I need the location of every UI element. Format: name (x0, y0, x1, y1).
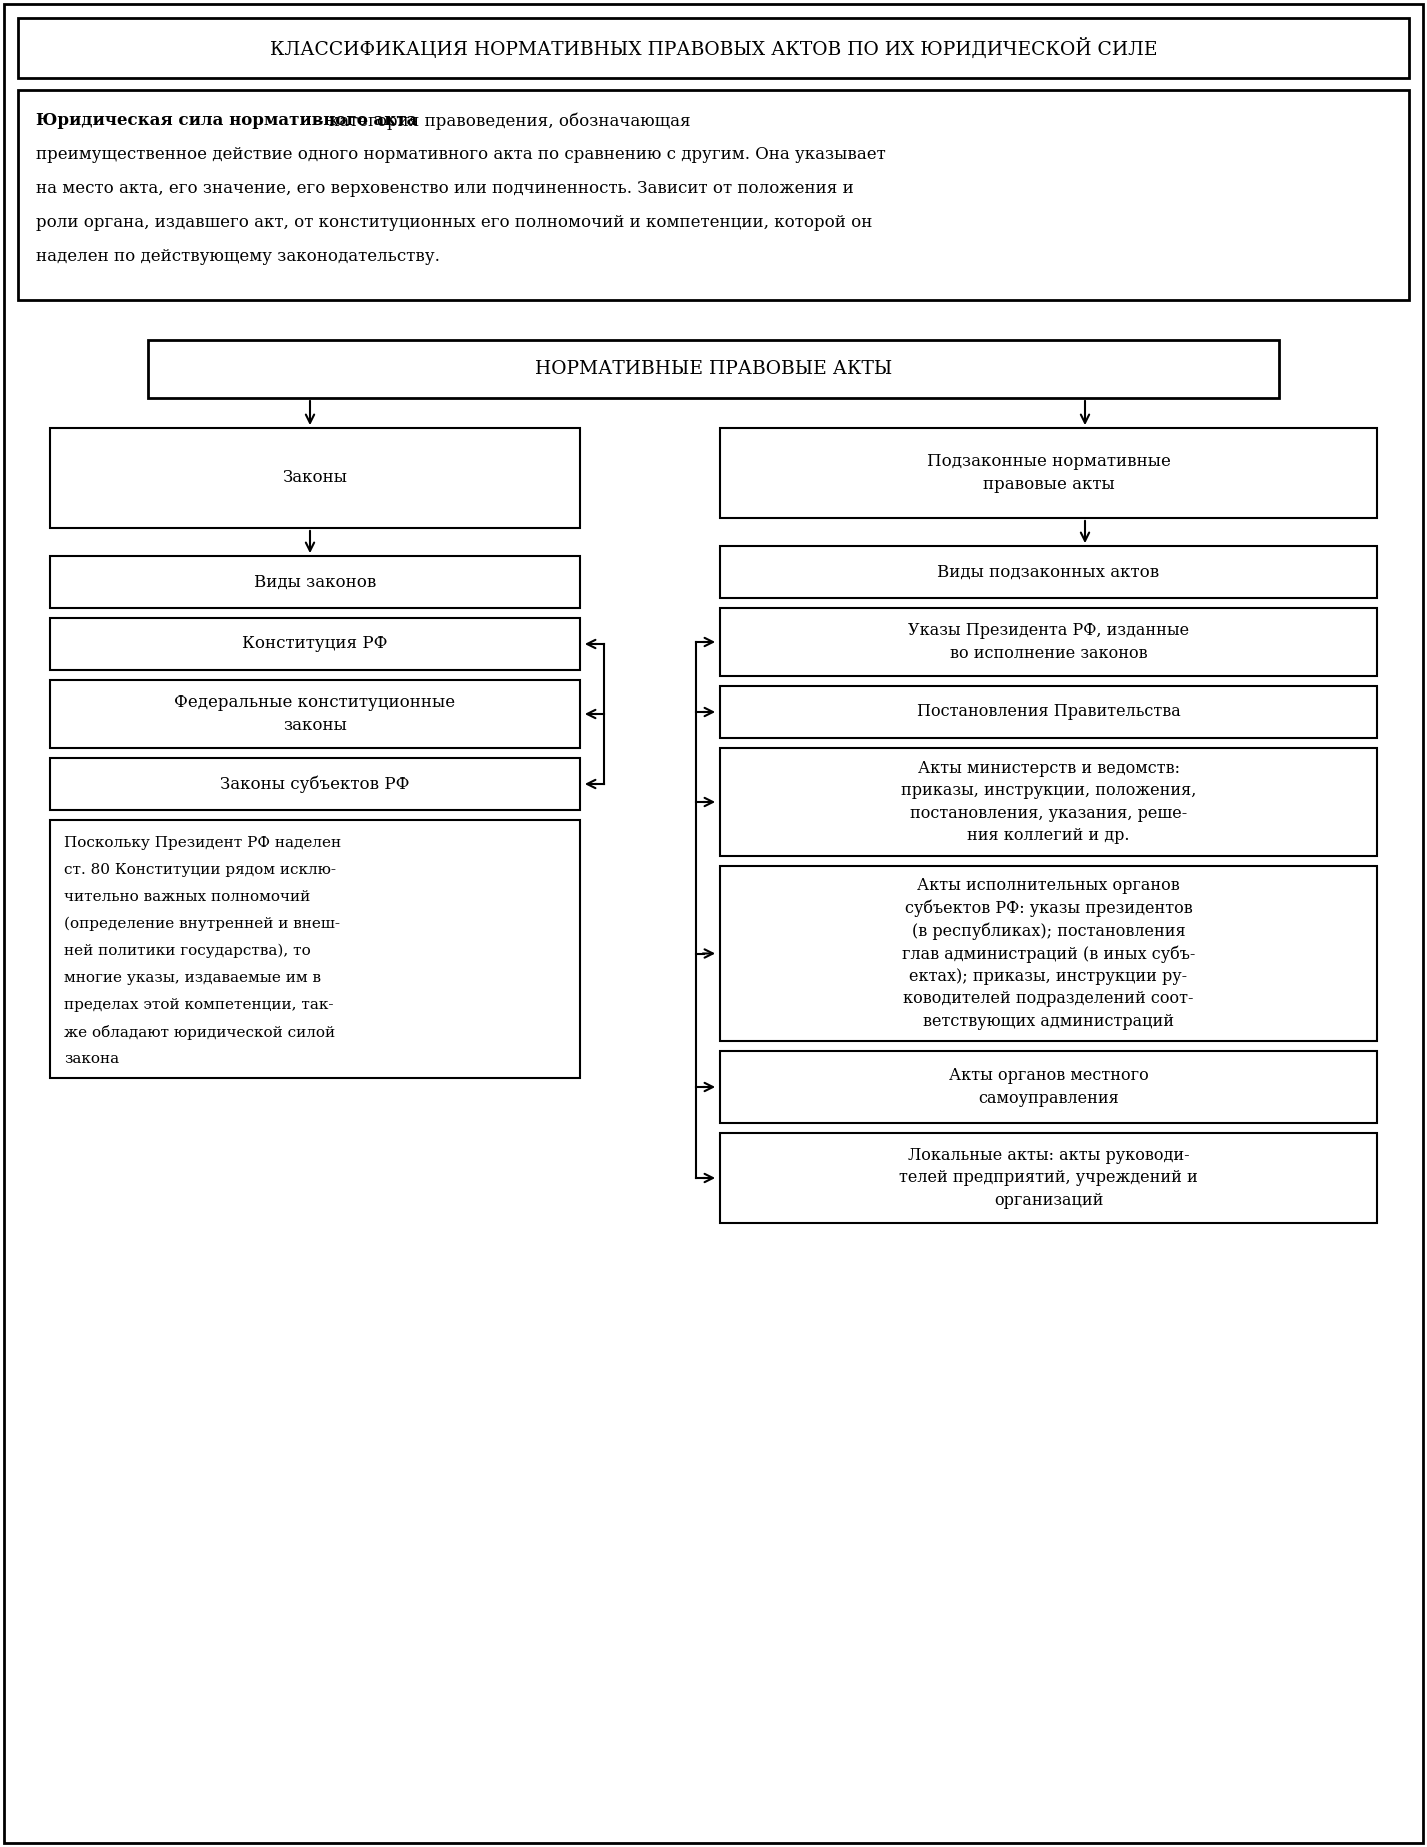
FancyBboxPatch shape (50, 429, 579, 528)
Text: Поскольку Президент РФ наделен: Поскольку Президент РФ наделен (64, 837, 341, 850)
Text: Виды законов: Виды законов (254, 574, 377, 591)
Text: ней политики государства), то: ней политики государства), то (64, 944, 311, 959)
Text: КЛАССИФИКАЦИЯ НОРМАТИВНЫХ ПРАВОВЫХ АКТОВ ПО ИХ ЮРИДИЧЕСКОЙ СИЛЕ: КЛАССИФИКАЦИЯ НОРМАТИВНЫХ ПРАВОВЫХ АКТОВ… (270, 37, 1157, 59)
Text: Подзаконные нормативные
правовые акты: Подзаконные нормативные правовые акты (926, 453, 1170, 493)
Text: Локальные акты: акты руководи-
телей предприятий, учреждений и
организаций: Локальные акты: акты руководи- телей пре… (899, 1147, 1197, 1208)
FancyBboxPatch shape (721, 1051, 1377, 1123)
Text: Постановления Правительства: Постановления Правительства (916, 704, 1180, 720)
Text: Указы Президента РФ, изданные
во исполнение законов: Указы Президента РФ, изданные во исполне… (908, 622, 1189, 661)
Text: Законы: Законы (283, 469, 348, 486)
Text: Акты исполнительных органов
субъектов РФ: указы президентов
(в республиках); пос: Акты исполнительных органов субъектов РФ… (902, 877, 1196, 1029)
FancyBboxPatch shape (50, 619, 579, 670)
FancyBboxPatch shape (50, 556, 579, 608)
FancyBboxPatch shape (50, 820, 579, 1079)
Text: Акты органов местного
самоуправления: Акты органов местного самоуправления (949, 1068, 1149, 1106)
FancyBboxPatch shape (50, 680, 579, 748)
Text: (определение внутренней и внеш-: (определение внутренней и внеш- (64, 916, 340, 931)
Text: пределах этой компетенции, так-: пределах этой компетенции, так- (64, 997, 334, 1012)
Text: преимущественное действие одного нормативного акта по сравнению с другим. Она ук: преимущественное действие одного нормати… (36, 146, 886, 163)
Text: чительно важных полномочий: чительно важных полномочий (64, 890, 310, 903)
Text: ст. 80 Конституции рядом исклю-: ст. 80 Конституции рядом исклю- (64, 863, 335, 877)
Text: закона: закона (64, 1053, 118, 1066)
Text: наделен по действующему законодательству.: наделен по действующему законодательству… (36, 247, 440, 264)
Text: – категория правоведения, обозначающая: – категория правоведения, обозначающая (310, 113, 691, 129)
FancyBboxPatch shape (721, 547, 1377, 598)
Text: НОРМАТИВНЫЕ ПРАВОВЫЕ АКТЫ: НОРМАТИВНЫЕ ПРАВОВЫЕ АКТЫ (535, 360, 892, 379)
Text: многие указы, издаваемые им в: многие указы, издаваемые им в (64, 972, 321, 984)
FancyBboxPatch shape (721, 685, 1377, 739)
Text: Законы субъектов РФ: Законы субъектов РФ (220, 776, 410, 792)
Text: роли органа, издавшего акт, от конституционных его полномочий и компетенции, кот: роли органа, издавшего акт, от конституц… (36, 214, 872, 231)
FancyBboxPatch shape (721, 608, 1377, 676)
Text: Конституция РФ: Конституция РФ (243, 635, 388, 652)
FancyBboxPatch shape (19, 18, 1408, 78)
FancyBboxPatch shape (50, 757, 579, 811)
Text: Акты министерств и ведомств:
приказы, инструкции, положения,
постановления, указ: Акты министерств и ведомств: приказы, ин… (900, 761, 1196, 844)
FancyBboxPatch shape (721, 429, 1377, 517)
Text: Юридическая сила нормативного акта: Юридическая сила нормативного акта (36, 113, 417, 129)
FancyBboxPatch shape (148, 340, 1279, 397)
Text: же обладают юридической силой: же обладают юридической силой (64, 1025, 335, 1040)
FancyBboxPatch shape (721, 748, 1377, 855)
FancyBboxPatch shape (721, 866, 1377, 1042)
Text: на место акта, его значение, его верховенство или подчиненность. Зависит от поло: на место акта, его значение, его верхове… (36, 179, 853, 198)
Text: Федеральные конституционные
законы: Федеральные конституционные законы (174, 694, 455, 733)
FancyBboxPatch shape (721, 1132, 1377, 1223)
FancyBboxPatch shape (19, 91, 1408, 299)
Text: Виды подзаконных актов: Виды подзаконных актов (938, 563, 1160, 580)
